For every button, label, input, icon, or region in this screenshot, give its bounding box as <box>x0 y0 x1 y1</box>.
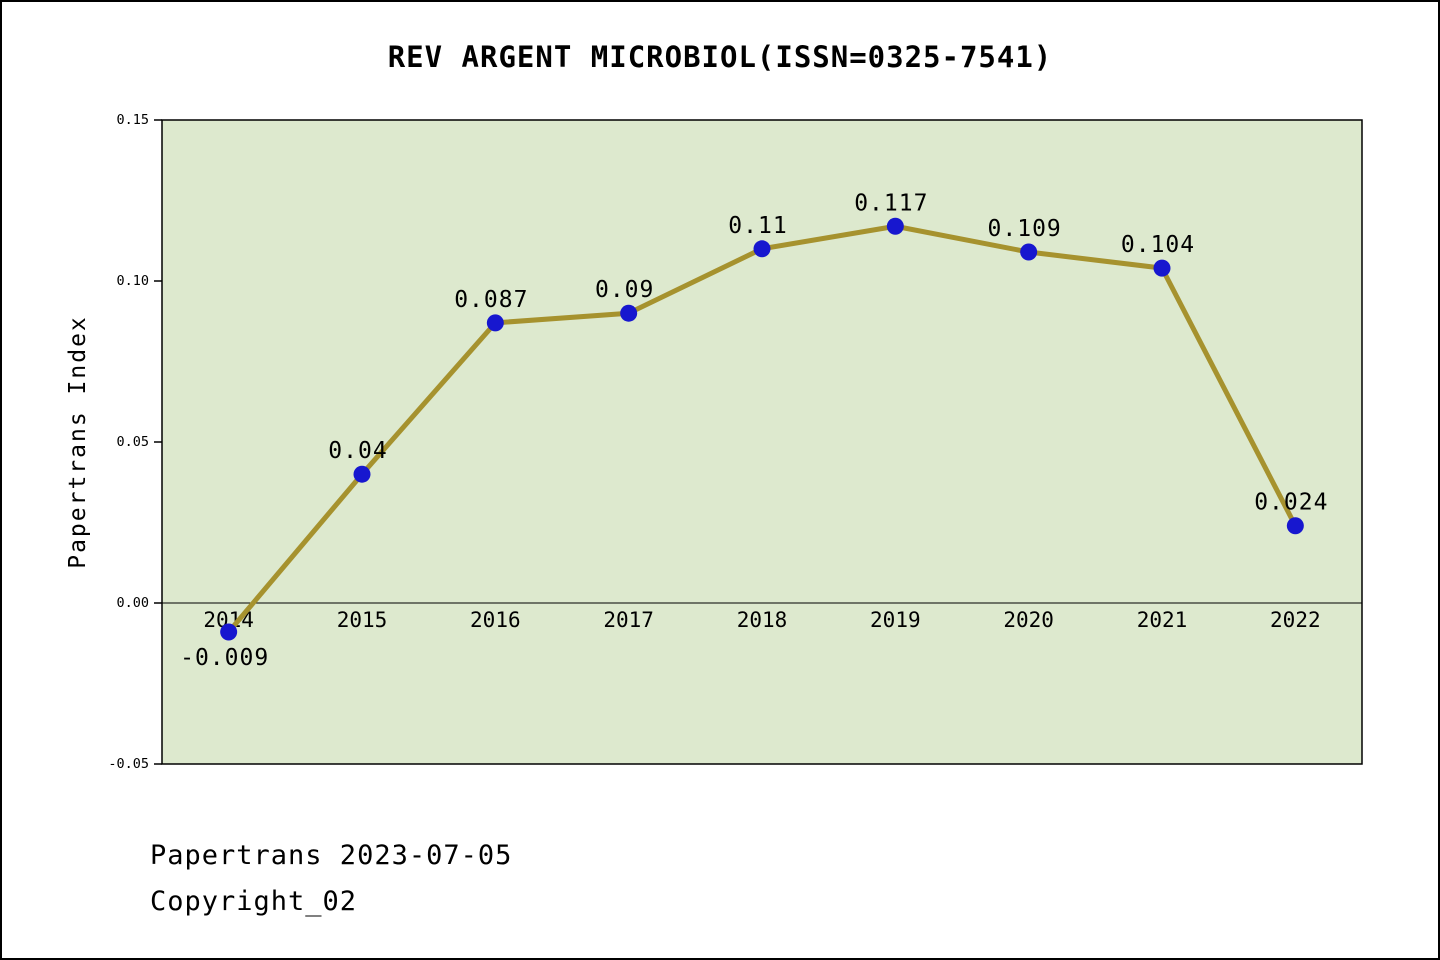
y-tick-label: 0.05 <box>116 434 149 450</box>
data-point-label: 0.11 <box>728 213 787 239</box>
y-tick-label: 0.00 <box>116 595 149 611</box>
data-point <box>753 240 771 258</box>
y-tick-label: 0.15 <box>116 112 149 128</box>
plot-area-border <box>161 119 1363 765</box>
data-point-label: 0.024 <box>1254 490 1328 516</box>
data-point-label: 0.104 <box>1121 232 1195 258</box>
x-tick-label: 2020 <box>1003 608 1054 632</box>
x-tick-label: 2019 <box>870 608 921 632</box>
footer-source-date: Papertrans 2023-07-05 <box>150 840 513 871</box>
data-point <box>1153 259 1171 277</box>
data-point <box>620 304 638 322</box>
x-tick-label: 2022 <box>1270 608 1321 632</box>
y-tick-label: 0.10 <box>116 273 149 289</box>
data-point <box>1286 517 1304 535</box>
x-tick-label: 2016 <box>470 608 521 632</box>
x-tick-label: 2017 <box>603 608 654 632</box>
data-point-label: 0.117 <box>854 190 928 216</box>
plot-area-background <box>162 120 1362 764</box>
data-point-label: 0.09 <box>595 277 654 303</box>
data-point-label: 0.087 <box>454 287 528 313</box>
footer-copyright: Copyright_02 <box>150 886 358 917</box>
data-point <box>886 217 904 235</box>
data-point-label: 0.109 <box>988 216 1062 242</box>
data-point-label: -0.009 <box>180 645 269 671</box>
data-point <box>353 465 371 483</box>
chart-title: REV ARGENT MICROBIOL(ISSN=0325-7541) <box>387 40 1053 74</box>
data-point <box>486 314 504 332</box>
data-point-label: 0.04 <box>328 438 387 464</box>
data-point <box>220 623 238 641</box>
y-tick-label: -0.05 <box>108 756 149 772</box>
x-tick-label: 2018 <box>737 608 788 632</box>
x-tick-label: 2021 <box>1137 608 1188 632</box>
data-point <box>1020 243 1038 261</box>
x-tick-label: 2015 <box>337 608 388 632</box>
